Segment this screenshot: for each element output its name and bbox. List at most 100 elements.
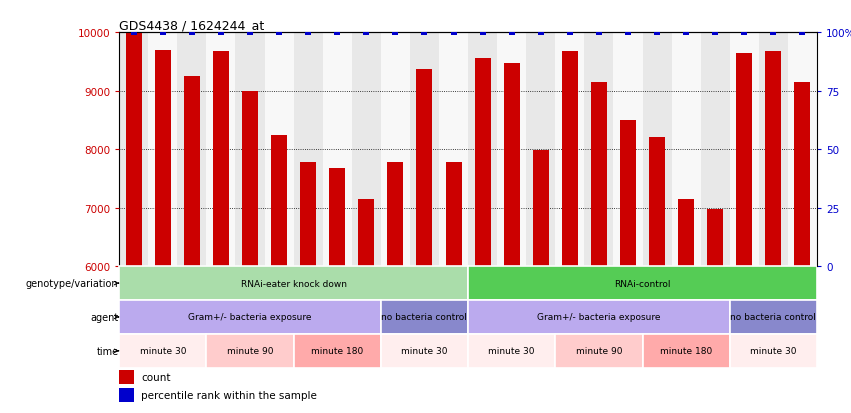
Bar	[729, 300, 817, 334]
Bar	[788, 33, 817, 266]
Point	[447, 30, 460, 36]
Bar	[271, 135, 287, 266]
Bar	[765, 52, 781, 266]
Point	[359, 30, 373, 36]
Text: no bacteria control: no bacteria control	[730, 313, 816, 322]
Text: minute 90: minute 90	[575, 347, 622, 356]
Bar	[148, 33, 177, 266]
Point	[214, 30, 228, 36]
Text: agent: agent	[90, 312, 118, 322]
Text: count: count	[141, 373, 171, 382]
Bar	[294, 334, 380, 368]
Bar	[555, 33, 585, 266]
Text: Gram+/- bacteria exposure: Gram+/- bacteria exposure	[537, 313, 660, 322]
Point	[127, 30, 140, 36]
Bar	[265, 33, 294, 266]
Bar	[497, 33, 526, 266]
Bar	[206, 334, 294, 368]
Bar	[236, 33, 265, 266]
Bar	[126, 34, 141, 266]
Bar	[206, 33, 236, 266]
Bar	[446, 163, 461, 266]
Bar	[468, 266, 817, 300]
Bar	[614, 33, 643, 266]
Point	[563, 30, 577, 36]
Point	[476, 30, 489, 36]
Bar	[707, 209, 723, 266]
Bar	[555, 334, 643, 368]
Bar	[380, 334, 468, 368]
Bar	[119, 33, 148, 266]
Bar	[119, 266, 468, 300]
Bar	[671, 33, 700, 266]
Point	[708, 30, 722, 36]
Text: RNAi-eater knock down: RNAi-eater knock down	[241, 279, 346, 288]
Point	[650, 30, 664, 36]
Text: minute 180: minute 180	[311, 347, 363, 356]
Text: genotype/variation: genotype/variation	[26, 278, 118, 288]
Bar	[678, 199, 694, 266]
Point	[592, 30, 606, 36]
Point	[156, 30, 169, 36]
Bar	[416, 70, 432, 266]
Bar	[475, 59, 490, 266]
Bar	[643, 334, 729, 368]
Bar	[242, 91, 258, 266]
Bar	[729, 334, 817, 368]
Bar	[410, 33, 439, 266]
Point	[272, 30, 286, 36]
Text: Gram+/- bacteria exposure: Gram+/- bacteria exposure	[188, 313, 311, 322]
Text: time: time	[96, 346, 118, 356]
Point	[301, 30, 315, 36]
Point	[767, 30, 780, 36]
Text: minute 30: minute 30	[750, 347, 797, 356]
Text: minute 180: minute 180	[660, 347, 712, 356]
Bar	[649, 138, 665, 266]
Point	[243, 30, 257, 36]
Bar	[526, 33, 555, 266]
Text: percentile rank within the sample: percentile rank within the sample	[141, 390, 317, 400]
Bar	[759, 33, 788, 266]
Text: GDS4438 / 1624244_at: GDS4438 / 1624244_at	[119, 19, 265, 32]
Bar	[387, 163, 403, 266]
Bar	[380, 33, 410, 266]
Bar	[329, 169, 346, 266]
Point	[389, 30, 403, 36]
Text: RNAi-control: RNAi-control	[614, 279, 671, 288]
Bar	[351, 33, 380, 266]
Bar	[585, 33, 614, 266]
Bar	[700, 33, 729, 266]
Bar	[562, 52, 578, 266]
Bar	[736, 53, 752, 266]
Point	[679, 30, 693, 36]
Bar	[380, 300, 468, 334]
Text: minute 30: minute 30	[401, 347, 448, 356]
Bar	[468, 334, 555, 368]
Bar	[643, 33, 671, 266]
Bar	[213, 52, 229, 266]
Bar	[119, 300, 380, 334]
Point	[738, 30, 751, 36]
Point	[330, 30, 344, 36]
Text: minute 30: minute 30	[488, 347, 535, 356]
Bar	[155, 50, 171, 266]
Point	[185, 30, 198, 36]
Bar	[468, 33, 497, 266]
Bar	[184, 77, 200, 266]
Text: minute 90: minute 90	[226, 347, 273, 356]
Text: minute 30: minute 30	[140, 347, 186, 356]
Text: no bacteria control: no bacteria control	[381, 313, 467, 322]
Bar	[795, 83, 810, 266]
Point	[418, 30, 431, 36]
Bar	[177, 33, 206, 266]
Bar	[119, 388, 134, 402]
Bar	[439, 33, 468, 266]
Bar	[358, 199, 374, 266]
Bar	[620, 121, 636, 266]
Point	[796, 30, 809, 36]
Bar	[533, 151, 549, 266]
Point	[621, 30, 635, 36]
Bar	[300, 163, 316, 266]
Bar	[119, 370, 134, 385]
Bar	[468, 300, 729, 334]
